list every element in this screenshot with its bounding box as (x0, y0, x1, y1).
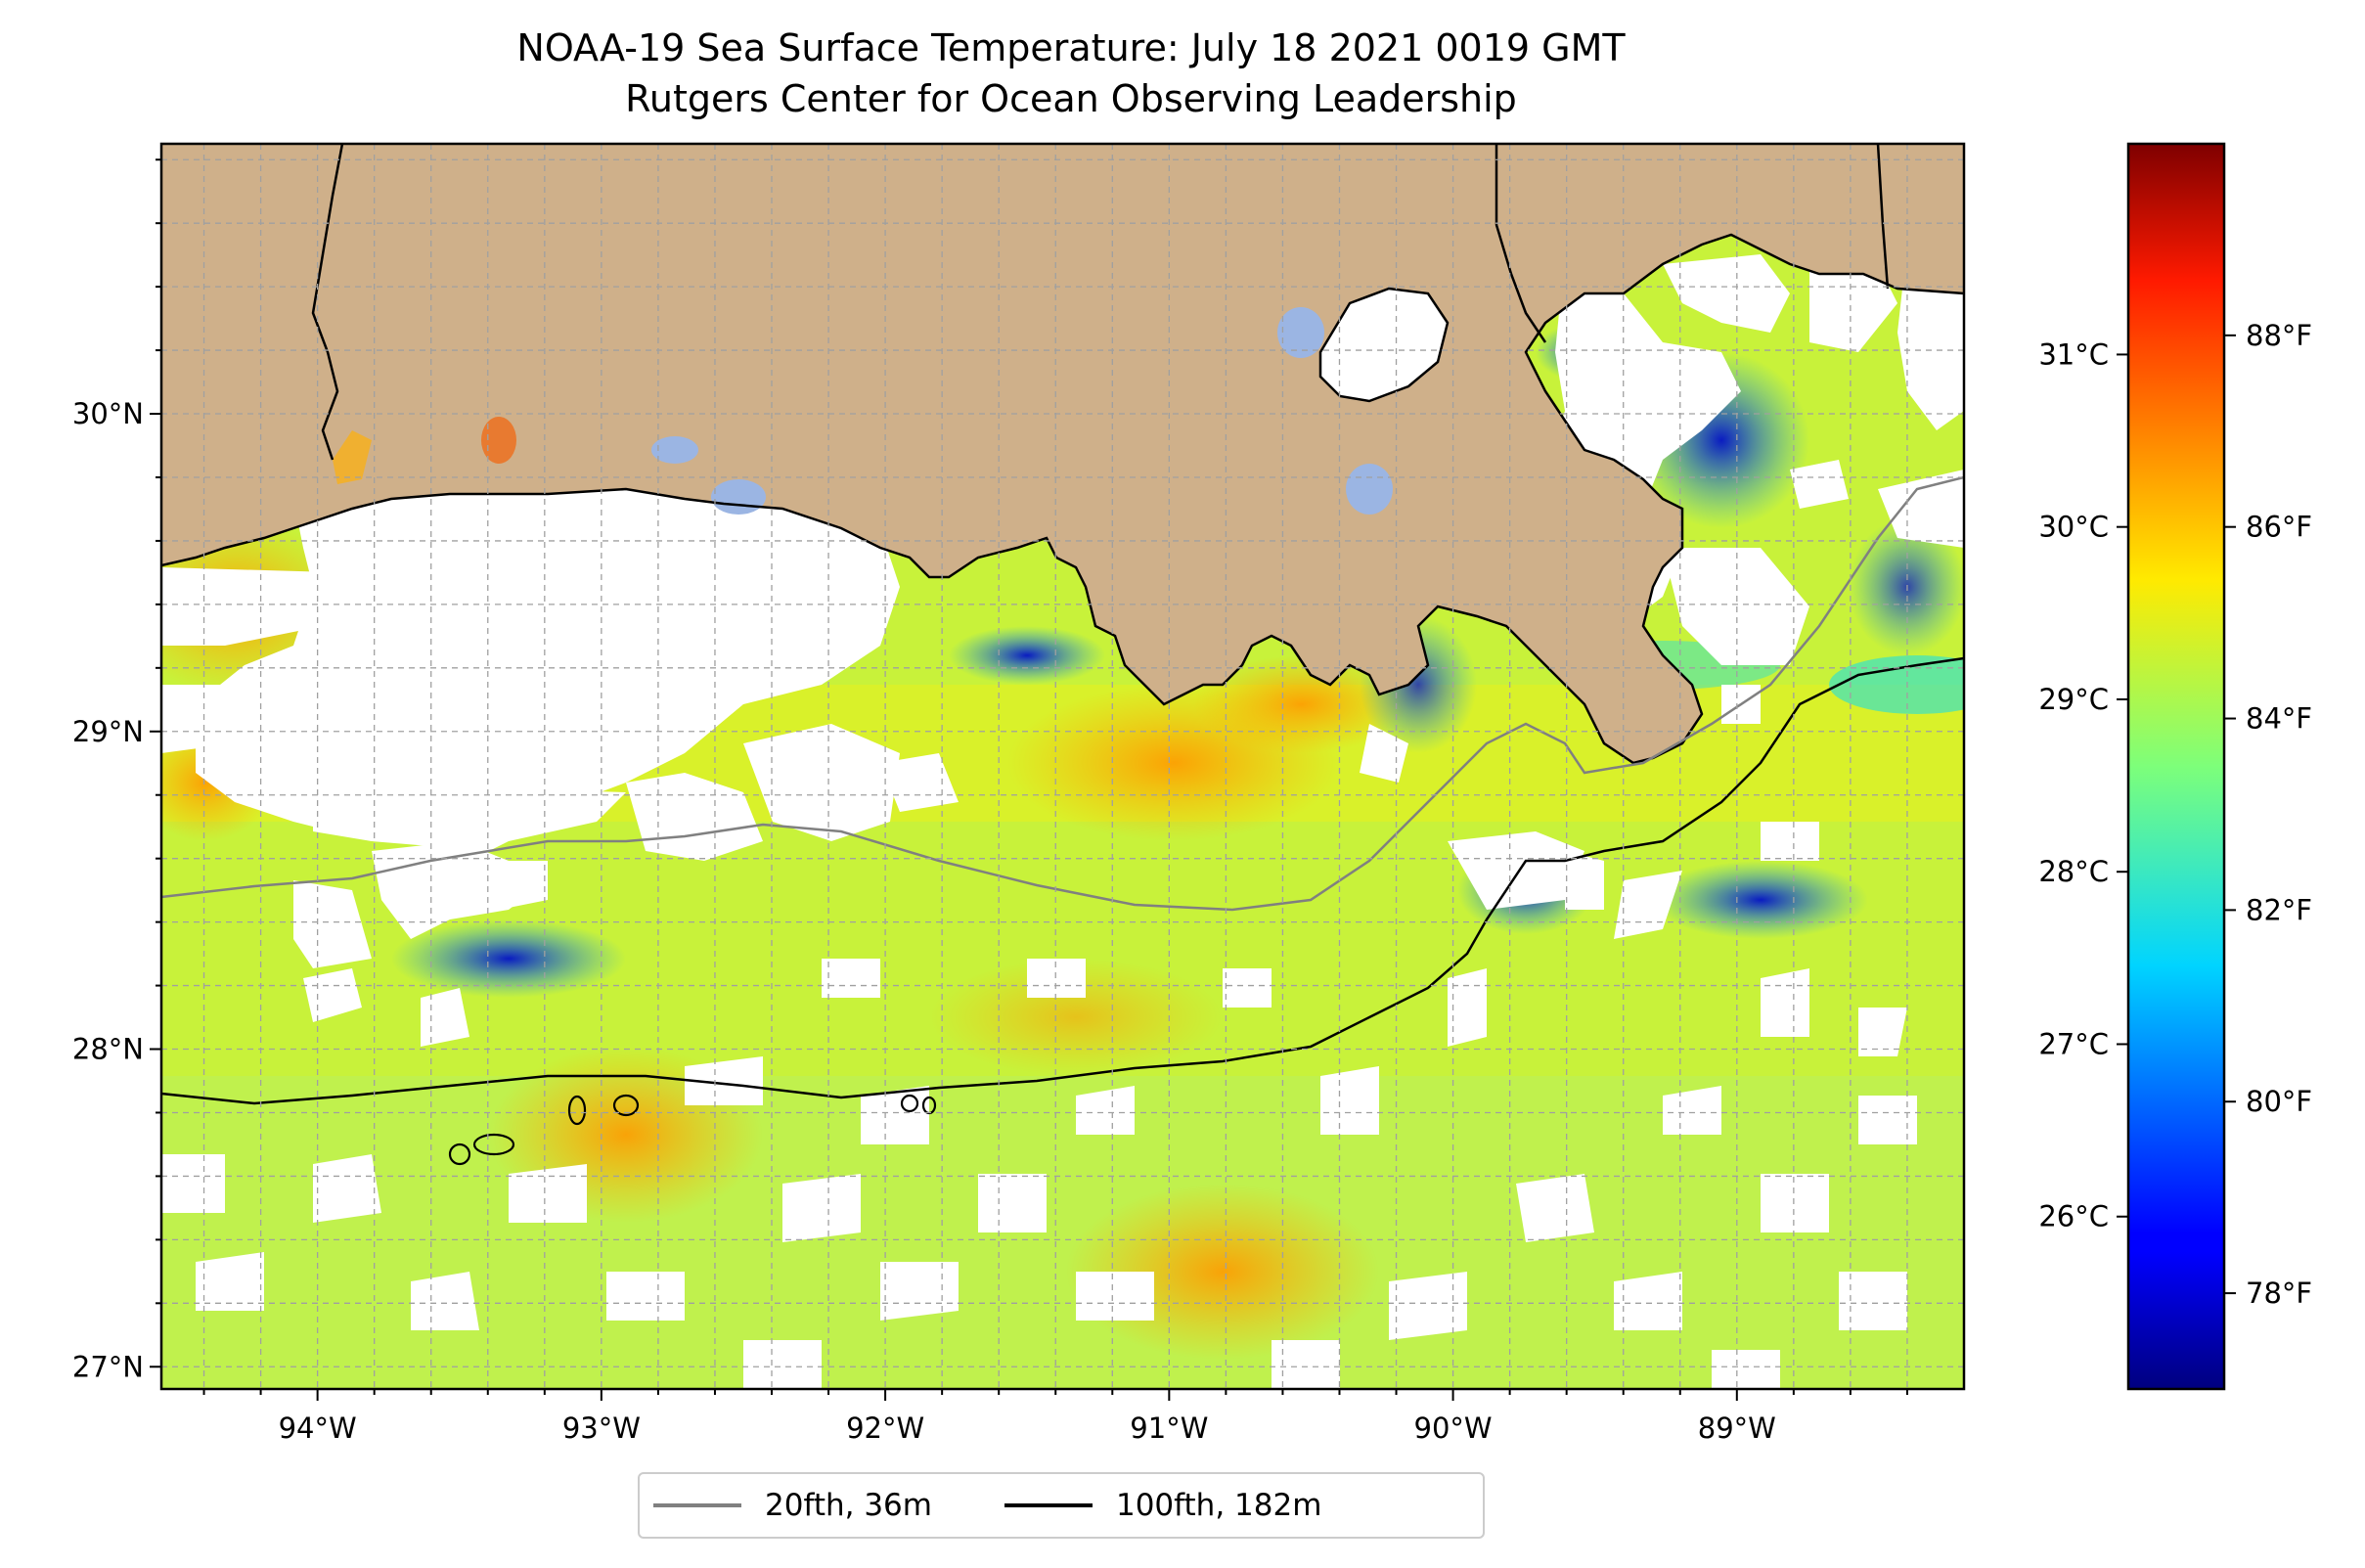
fahrenheit-tick-label: 88°F (2246, 319, 2312, 352)
map-frame (159, 142, 1966, 1391)
fahrenheit-tick-label: 84°F (2246, 702, 2312, 736)
lake-warm-1 (481, 417, 516, 464)
lon-tick-label: 90°W (1414, 1411, 1493, 1445)
state-border-tx-la (311, 144, 344, 461)
land-mass (161, 144, 1964, 763)
fahrenheit-tick-label: 80°F (2246, 1085, 2312, 1118)
map-plot-area (161, 144, 1964, 1389)
contour-100fth-islands (448, 1094, 937, 1166)
state-border-ms-al (1876, 144, 1890, 290)
colorbar (2126, 142, 2226, 1391)
legend-swatch-gray-line (653, 1503, 741, 1507)
celsius-tick-label: 27°C (2038, 1027, 2109, 1060)
legend: 20fth, 36m 100fth, 182m (638, 1472, 1485, 1539)
lake-warm-2 (333, 430, 372, 484)
celsius-tick-label: 30°C (2038, 511, 2109, 544)
fahrenheit-tick-label: 82°F (2246, 893, 2312, 926)
map-axis-ticks (150, 158, 1908, 1401)
celsius-tick-label: 31°C (2038, 337, 2109, 371)
lat-tick-label: 27°N (72, 1350, 144, 1383)
lake-blue-3 (651, 436, 698, 464)
legend-item-100fth: 100fth, 182m (991, 1488, 1321, 1523)
celsius-tick-label: 29°C (2038, 683, 2109, 716)
chart-subtitle: Rutgers Center for Ocean Observing Leade… (625, 77, 1517, 120)
legend-label: 20fth, 36m (765, 1488, 932, 1523)
lat-tick-label: 29°N (72, 715, 144, 748)
coastline (161, 233, 1964, 765)
gridlines (161, 144, 1964, 1389)
celsius-tick-label: 28°C (2038, 855, 2109, 888)
lon-tick-label: 92°W (846, 1411, 924, 1445)
lake-pontchartrain (1318, 287, 1450, 403)
state-border-la-ms (1495, 144, 1547, 343)
lon-tick-label: 91°W (1130, 1411, 1208, 1445)
legend-label: 100fth, 182m (1115, 1488, 1322, 1523)
lake-blue-1 (1277, 307, 1324, 358)
latitude-labels: 30°N 29°N 28°N 27°N (72, 397, 144, 1383)
lat-tick-label: 30°N (72, 397, 144, 430)
chart-title: NOAA-19 Sea Surface Temperature: July 18… (516, 26, 1626, 69)
lake-blue-4 (1346, 464, 1393, 515)
legend-swatch-black-line (1004, 1503, 1093, 1507)
fahrenheit-tick-label: 86°F (2246, 511, 2312, 544)
lon-tick-label: 89°W (1698, 1411, 1776, 1445)
contour-100fth (161, 656, 1964, 1105)
colorbar-celsius-labels: 31°C 30°C 29°C 28°C 27°C 26°C (2038, 337, 2109, 1232)
lat-tick-label: 28°N (72, 1033, 144, 1066)
celsius-tick-label: 26°C (2038, 1200, 2109, 1233)
contour-20fth (161, 475, 1964, 912)
fahrenheit-tick-label: 78°F (2246, 1277, 2312, 1310)
lake-blue-2 (711, 479, 766, 515)
lon-tick-label: 93°W (562, 1411, 641, 1445)
lon-tick-label: 94°W (279, 1411, 357, 1445)
legend-item-20fth: 20fth, 36m (640, 1488, 932, 1523)
colorbar-ticks (2117, 334, 2236, 1295)
longitude-labels: 94°W 93°W 92°W 91°W 90°W 89°W (279, 1411, 1776, 1445)
colorbar-fahrenheit-labels: 88°F 86°F 84°F 82°F 80°F 78°F (2246, 319, 2312, 1310)
